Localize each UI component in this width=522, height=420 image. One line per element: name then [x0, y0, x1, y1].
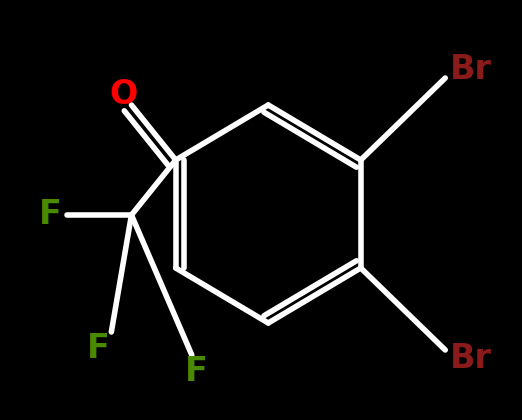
Text: O: O: [109, 78, 137, 111]
Text: F: F: [39, 199, 62, 231]
Text: F: F: [185, 355, 207, 388]
Text: Br: Br: [449, 53, 491, 86]
Text: Br: Br: [449, 342, 491, 375]
Text: F: F: [87, 332, 110, 365]
